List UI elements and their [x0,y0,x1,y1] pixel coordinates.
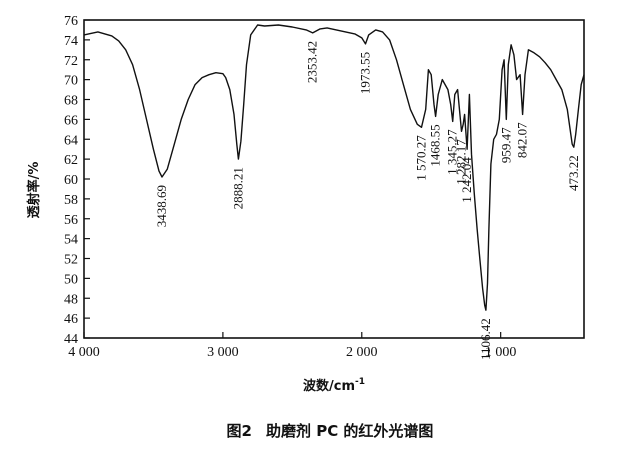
figure-number: 图2 [227,422,252,440]
figure-caption: 图2 助磨剂 PC 的红外光谱图 [227,422,434,440]
y-tick-label: 74 [64,34,78,49]
x-tick-label: 4 000 [68,345,100,360]
y-tick-label: 70 [64,74,78,89]
x-axis: 4 000 3 000 2 000 1 000 [68,332,516,360]
x-axis-title-text: 波数/cm [303,378,355,394]
peak-label: 473.22 [566,155,581,191]
y-tick-label: 66 [64,113,78,128]
y-tick-label: 60 [64,173,78,188]
y-tick-label: 46 [64,312,78,327]
x-tick-label: 1 000 [485,345,517,360]
y-tick-label: 50 [64,272,78,287]
peak-label: 1106.42 [478,318,493,360]
y-tick-label: 62 [64,153,78,168]
y-axis-title: 透射率/% [26,162,42,219]
x-axis-title: 波数/cm-1 [303,377,365,394]
peak-label: 1 570.27 [414,135,429,181]
peak-label: 842.07 [515,122,530,158]
y-tick-label: 64 [64,133,78,148]
plot-frame [83,19,585,339]
x-tick-label: 2 000 [346,345,378,360]
y-tick-label: 68 [64,94,78,109]
peak-label: 1973.55 [358,52,373,94]
peak-label: 1468.55 [428,124,443,166]
peak-label: 3438.69 [154,185,169,227]
y-tick-label: 48 [64,292,78,307]
peak-label: 1 242.04 [459,157,474,203]
y-tick-label: 52 [64,253,78,268]
peak-label: 2888.21 [230,167,245,209]
peak-label: 2353.42 [305,41,320,83]
x-tick-label: 3 000 [207,345,239,360]
y-tick-label: 76 [64,14,78,29]
y-tick-label: 44 [64,332,78,347]
peak-labels: 3438.69 2888.21 2353.42 1973.55 1 570.27 1468… [154,41,581,360]
spectrum-line [83,24,585,311]
y-axis: 44 46 48 50 52 54 56 58 60 62 64 66 68 70 72 74 76 [64,14,90,347]
y-tick-label: 58 [64,193,78,208]
peak-label: 959.47 [498,127,513,163]
y-tick-label: 54 [64,233,78,248]
y-tick-label: 56 [64,213,78,228]
y-tick-label: 72 [64,54,78,69]
peak-label: 1 345.27 [445,129,460,175]
peak-label: 1 282.17 [454,139,469,185]
figure-title: 助磨剂 PC 的红外光谱图 [266,422,433,440]
x-axis-title-superscript: -1 [355,377,365,387]
